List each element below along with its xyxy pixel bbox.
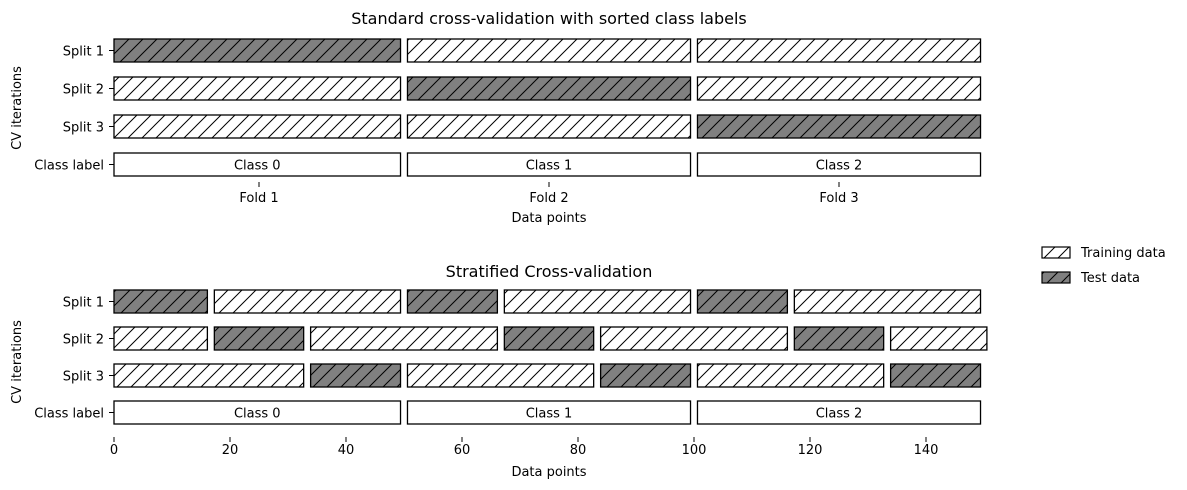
class-segment (697, 401, 981, 424)
x-tick-label: Fold 1 (239, 191, 278, 206)
class-segment-edge (406, 400, 692, 425)
train-segment-edge (696, 76, 982, 101)
train-segment-edge (696, 38, 982, 63)
train-segment-hatch (504, 290, 691, 313)
test-segment-edge (599, 363, 692, 388)
class-segment-edge (406, 152, 692, 177)
test-segment-edge (406, 76, 692, 101)
class-segment-edge (696, 152, 982, 177)
test-segment-hatch (114, 290, 208, 313)
y-tick-label: Split 1 (63, 45, 104, 60)
class-label-text: Class 1 (526, 159, 573, 174)
x-axis-label: Data points (511, 211, 586, 226)
legend-swatch-hatch (1042, 247, 1070, 258)
test-segment-hatch (600, 364, 691, 387)
test-segment-hatch (504, 327, 594, 350)
class-segment (114, 401, 401, 424)
test-segment-hatch (407, 290, 498, 313)
test-segment-edge (793, 326, 885, 351)
legend-swatch-edge (1041, 271, 1071, 284)
train-segment-hatch (114, 327, 208, 350)
train-segment-hatch (697, 77, 981, 100)
legend-label: Training data (1080, 246, 1166, 261)
y-tick-label: Class label (34, 407, 104, 422)
class-label-text: Class 1 (526, 407, 573, 422)
test-segment-edge (889, 363, 982, 388)
train-segment-hatch (600, 327, 788, 350)
train-segment-hatch (114, 364, 304, 387)
x-axis-label: Data points (511, 465, 586, 480)
test-segment-hatch (214, 327, 304, 350)
train-segment-hatch (310, 327, 498, 350)
test-segment-edge (213, 326, 305, 351)
class-segment (114, 153, 401, 176)
test-segment-hatch (697, 290, 788, 313)
legend-swatch-edge (1041, 246, 1071, 259)
test-segment-hatch (794, 327, 884, 350)
train-segment-hatch (794, 290, 981, 313)
train-segment-edge (406, 38, 692, 63)
train-segment-hatch (114, 115, 401, 138)
train-segment-hatch (890, 327, 987, 350)
test-segment-edge (309, 363, 402, 388)
train-segment-edge (696, 363, 885, 388)
train-segment-hatch (407, 115, 691, 138)
test-segment-edge (406, 289, 499, 314)
train-segment-hatch (407, 39, 691, 62)
y-tick-label: Split 3 (63, 370, 104, 385)
class-segment (697, 153, 981, 176)
legend-label: Test data (1080, 271, 1140, 286)
train-segment-hatch (697, 39, 981, 62)
train-segment-edge (213, 289, 402, 314)
test-segment-edge (696, 289, 789, 314)
x-tick-label: Fold 3 (819, 191, 858, 206)
class-segment (407, 153, 691, 176)
x-tick-label: Fold 2 (529, 191, 568, 206)
test-segment-hatch (310, 364, 401, 387)
y-tick-label: Class label (34, 159, 104, 174)
train-segment-edge (503, 289, 692, 314)
x-tick-label: 60 (454, 443, 471, 458)
train-segment-hatch (114, 77, 401, 100)
test-segment-hatch (890, 364, 981, 387)
y-tick-label: Split 2 (63, 83, 104, 98)
train-segment-edge (599, 326, 789, 351)
train-segment-hatch (214, 290, 401, 313)
x-tick-label: 80 (570, 443, 587, 458)
train-segment-hatch (407, 364, 594, 387)
y-axis-label: CV iterations (10, 320, 25, 404)
x-tick-label: 40 (338, 443, 355, 458)
test-segment-hatch (407, 77, 691, 100)
y-tick-label: Split 3 (63, 121, 104, 136)
class-label-text: Class 2 (816, 407, 863, 422)
chart-title: Stratified Cross-validation (446, 262, 653, 281)
chart-title: Standard cross-validation with sorted cl… (351, 9, 747, 28)
test-segment-edge (696, 114, 982, 139)
y-axis-label: CV iterations (10, 66, 25, 150)
train-segment-edge (793, 289, 982, 314)
x-tick-label: 20 (222, 443, 239, 458)
test-segment-hatch (697, 115, 981, 138)
class-label-text: Class 0 (234, 407, 281, 422)
test-segment-edge (503, 326, 595, 351)
y-tick-label: Split 2 (63, 333, 104, 348)
class-segment (407, 401, 691, 424)
train-segment-hatch (697, 364, 884, 387)
train-segment-edge (309, 326, 499, 351)
x-tick-label: 0 (110, 443, 118, 458)
train-segment-edge (406, 114, 692, 139)
class-segment-edge (696, 400, 982, 425)
y-tick-label: Split 1 (63, 296, 104, 311)
x-tick-label: 100 (682, 443, 707, 458)
train-segment-edge (889, 326, 988, 351)
train-segment-edge (406, 363, 595, 388)
test-segment-hatch (114, 39, 401, 62)
legend-swatch-hatch (1042, 272, 1070, 283)
x-tick-label: 140 (914, 443, 939, 458)
class-label-text: Class 2 (816, 159, 863, 174)
x-tick-label: 120 (798, 443, 823, 458)
class-label-text: Class 0 (234, 159, 281, 174)
